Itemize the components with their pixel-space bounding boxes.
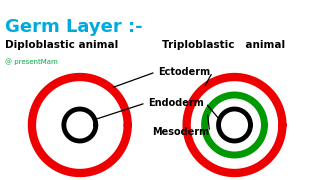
- Text: Mesoderm: Mesoderm: [152, 127, 209, 137]
- Text: Diploblastic animal: Diploblastic animal: [5, 40, 118, 50]
- Text: Endoderm: Endoderm: [148, 98, 204, 108]
- Text: Ectoderm: Ectoderm: [158, 67, 210, 77]
- Text: @ presentMam: @ presentMam: [5, 58, 58, 65]
- Text: Germ Layer :-: Germ Layer :-: [5, 18, 143, 36]
- Text: Triploblastic   animal: Triploblastic animal: [162, 40, 285, 50]
